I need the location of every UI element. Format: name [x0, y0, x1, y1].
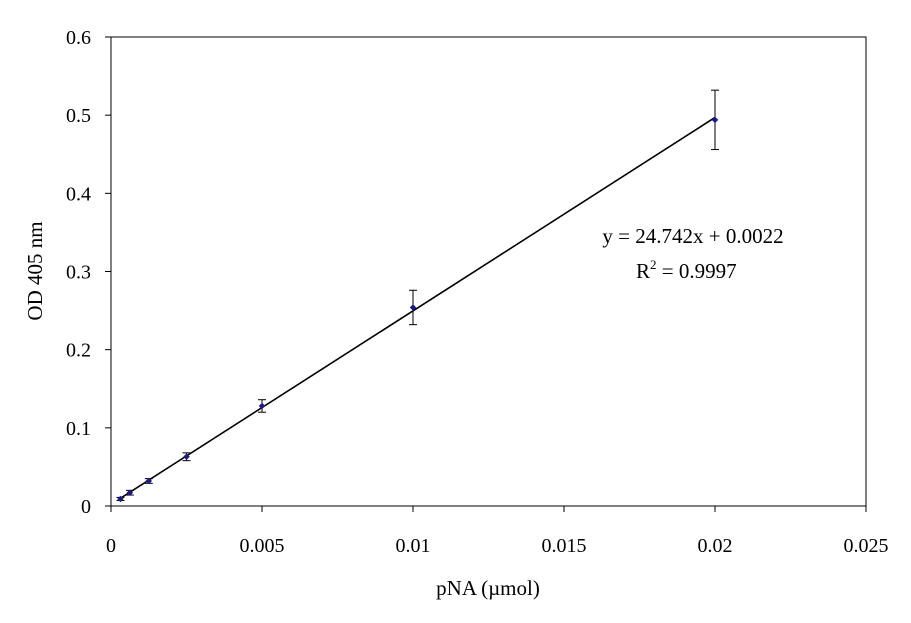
- trendline: [120, 116, 716, 499]
- y-tick-label: 0.1: [66, 418, 91, 440]
- y-tick-label: 0.3: [66, 262, 91, 284]
- x-axis-ticks: 0 0.005 0.01 0.015 0.02 0.025: [106, 506, 889, 557]
- x-tick-label: 0: [106, 535, 116, 557]
- data-point: [258, 402, 266, 410]
- trendline-equation: y = 24.742x + 0.0022: [602, 224, 783, 248]
- x-tick-label: 0.015: [542, 535, 587, 557]
- r-squared-value: = 0.9997: [657, 259, 737, 283]
- data-point: [711, 116, 719, 124]
- data-point: [126, 489, 134, 497]
- x-axis-title: pNA (µmol): [436, 576, 540, 600]
- r-squared-label: R2 = 0.9997: [636, 257, 737, 283]
- trendline-layer: [120, 116, 716, 499]
- x-tick-label: 0.01: [396, 535, 431, 557]
- y-tick-label: 0.5: [66, 105, 91, 127]
- y-tick-label: 0.2: [66, 340, 91, 362]
- x-tick-label: 0.005: [240, 535, 285, 557]
- data-points-layer: [117, 116, 719, 503]
- x-tick-label: 0.02: [698, 535, 733, 557]
- plot-area: [110, 36, 867, 507]
- data-point: [145, 477, 153, 485]
- data-point: [117, 495, 124, 503]
- r-squared-superscript: 2: [650, 257, 657, 272]
- data-point: [183, 453, 190, 461]
- r-squared-prefix: R: [636, 259, 650, 283]
- data-point: [409, 304, 417, 311]
- y-tick-label: 0.4: [66, 183, 91, 205]
- y-tick-label: 0.6: [66, 27, 91, 49]
- y-axis-title: OD 405 nm: [23, 221, 47, 320]
- x-tick-label: 0.025: [844, 535, 889, 557]
- y-tick-label: 0: [81, 496, 91, 518]
- y-axis-ticks: 0 0.1 0.2 0.3 0.4 0.5 0.6: [66, 27, 111, 518]
